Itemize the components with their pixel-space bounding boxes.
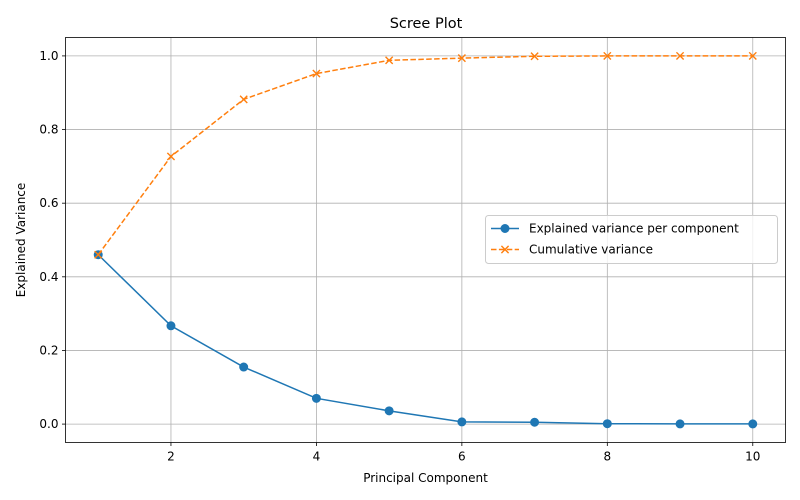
legend-marker <box>500 224 510 233</box>
data-point <box>94 250 103 259</box>
data-point <box>166 152 176 161</box>
data-point <box>239 362 249 372</box>
y-tick-label: 0.2 <box>39 343 58 357</box>
series-line <box>97 55 753 256</box>
x-tick-label: 8 <box>603 450 611 464</box>
data-point <box>603 51 612 61</box>
y-tick-label: 0.0 <box>39 417 58 431</box>
series-1 <box>93 250 758 429</box>
legend-entry: Explained variance per component <box>491 222 739 236</box>
y-axis-label: Explained Variance <box>14 183 28 298</box>
legend-label: Cumulative variance <box>529 243 653 257</box>
data-point <box>748 51 757 61</box>
x-tick-label: 2 <box>167 450 175 464</box>
x-tick-label: 4 <box>313 450 321 464</box>
x-axis-label: Principal Component <box>363 471 488 485</box>
data-point <box>675 51 685 61</box>
data-point <box>457 417 467 427</box>
data-point <box>311 393 321 403</box>
x-tick-label: 10 <box>745 450 760 464</box>
series-line <box>97 254 753 425</box>
data-point <box>166 321 176 331</box>
data-point <box>384 406 394 416</box>
data-point <box>385 56 394 65</box>
data-point <box>602 419 612 429</box>
legend: Explained variance per component Cumulati… <box>485 215 778 264</box>
legend-entry: Cumulative variance <box>491 243 653 257</box>
y-tick-label: 1.0 <box>39 49 58 63</box>
legend-label: Explained variance per component <box>529 222 739 236</box>
x-tick-label: 6 <box>458 450 466 464</box>
legend-marker <box>500 245 510 254</box>
data-point <box>530 52 539 61</box>
legend-entries: Explained variance per component Cumulati… <box>491 222 739 257</box>
legend-box <box>485 215 778 264</box>
chart-title: Scree Plot <box>390 16 463 32</box>
y-tick-label: 0.8 <box>39 123 58 137</box>
data-point <box>457 54 466 63</box>
plot-frame <box>65 37 786 443</box>
data-point <box>748 419 758 429</box>
data-point <box>530 417 540 427</box>
series-2 <box>94 51 757 259</box>
data-point <box>239 95 248 104</box>
y-tick-label: 0.4 <box>39 270 58 284</box>
series-layer <box>93 51 758 429</box>
data-point <box>312 69 321 78</box>
tick-layer: 2 4 6 8 10 0.0 0.2 0.4 0.6 0.8 1.0 <box>39 49 760 464</box>
y-tick-label: 0.6 <box>39 196 58 210</box>
data-point <box>675 419 685 429</box>
